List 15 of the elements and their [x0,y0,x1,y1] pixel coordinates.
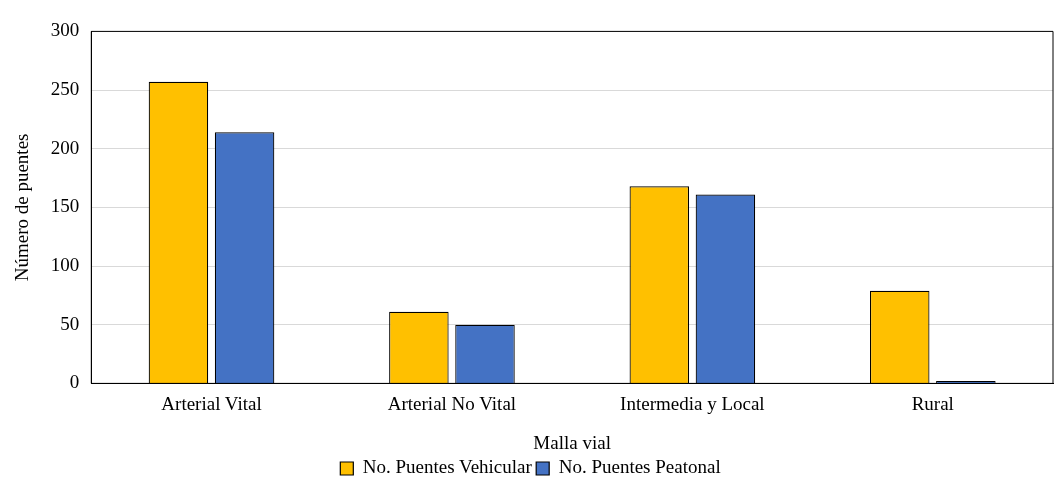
x-axis-title: Malla vial [533,431,611,453]
y-tick-label: 250 [50,78,80,100]
x-tick-label: Arterial Vital [161,392,262,414]
x-tick-label: Arterial No Vital [387,392,517,414]
x-tick-label: Intermedia y Local [620,392,765,414]
y-tick-label: 150 [50,195,80,217]
y-axis-title: Número de puentes [11,133,33,282]
y-tick-label: 50 [60,312,80,334]
y-tick-label: 200 [50,136,80,158]
y-tick-label: 300 [50,19,80,41]
y-tick-label: 100 [50,254,80,276]
x-tick-label: Rural [911,392,954,414]
y-tick-label: 0 [69,371,80,393]
legend-label: No. Puentes Vehicular [362,456,533,478]
legend-label: No. Puentes Peatonal [558,456,721,478]
